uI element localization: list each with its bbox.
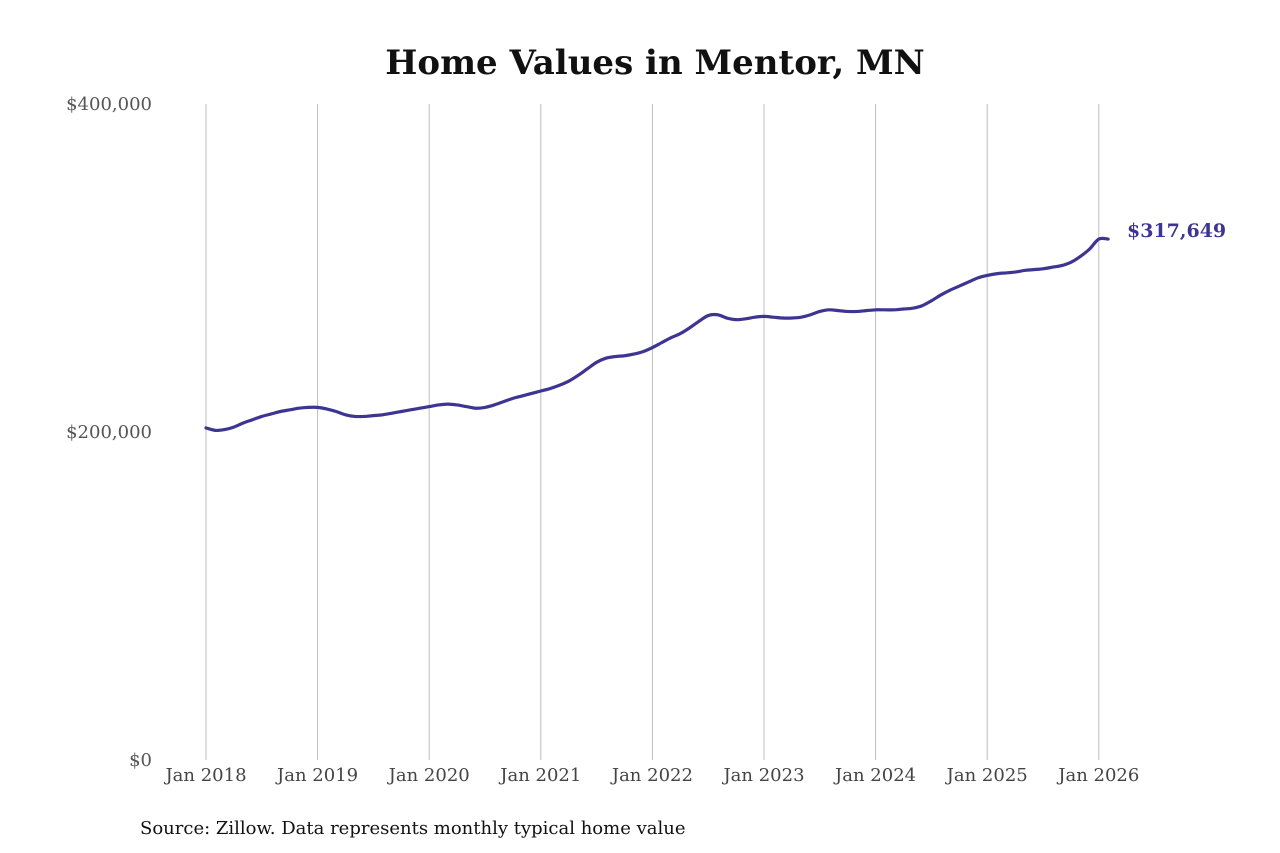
x-tick-label: Jan 2022 <box>610 765 693 786</box>
x-tick-label: Jan 2019 <box>275 765 358 786</box>
y-axis-ticks: $0 $200,000 $400,000 <box>66 94 152 771</box>
x-tick-label: Jan 2020 <box>387 765 470 786</box>
home-value-line <box>204 236 1110 433</box>
chart-title: Home Values in Mentor, MN <box>385 43 924 83</box>
x-tick-label: Jan 2024 <box>833 765 916 786</box>
latest-value-label: $317,649 <box>1127 220 1226 242</box>
y-tick-label: $400,000 <box>66 94 152 115</box>
gridlines <box>205 104 1100 760</box>
x-tick-label: Jan 2026 <box>1056 765 1139 786</box>
x-tick-label: Jan 2021 <box>498 765 581 786</box>
x-tick-label: Jan 2023 <box>721 765 804 786</box>
x-tick-label: Jan 2025 <box>945 765 1028 786</box>
x-axis-ticks: Jan 2018 Jan 2019 Jan 2020 Jan 2021 Jan 2022… <box>163 765 1139 786</box>
y-tick-label: $0 <box>129 750 152 771</box>
y-tick-label: $200,000 <box>66 422 152 443</box>
source-note: Source: Zillow. Data represents monthly … <box>140 818 686 839</box>
x-tick-label: Jan 2018 <box>163 765 246 786</box>
